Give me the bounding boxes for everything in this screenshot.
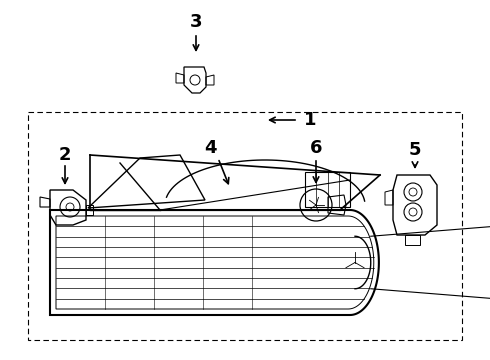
Text: 5: 5 bbox=[409, 141, 421, 159]
Text: 4: 4 bbox=[204, 139, 216, 157]
Bar bbox=[305, 172, 350, 207]
Text: 1: 1 bbox=[304, 111, 316, 129]
Text: 2: 2 bbox=[59, 146, 71, 164]
Text: 3: 3 bbox=[190, 13, 202, 31]
Bar bbox=[28, 112, 462, 340]
Text: 6: 6 bbox=[310, 139, 322, 157]
